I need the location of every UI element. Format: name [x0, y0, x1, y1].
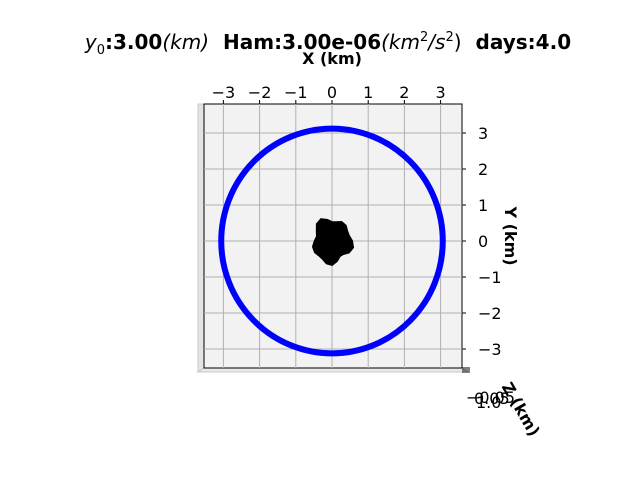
chart-title: y0:3.00(km) Ham:3.00e-06(km2/s2) days:4.0: [84, 30, 571, 58]
y-axis-label: Y (km): [501, 205, 520, 265]
y-tick-label: −3: [478, 340, 502, 359]
z-tick-label: 0.05: [474, 389, 510, 408]
y-tick-label: −2: [478, 304, 502, 323]
z-axis-label: Z (km): [498, 379, 544, 440]
orbit-trajectory: [218, 125, 446, 357]
z-tick-label: −0.05: [466, 388, 515, 407]
pane-left-wall: [197, 103, 205, 373]
x-tick-label: 2: [399, 83, 409, 102]
y-tick-label: 2: [478, 160, 488, 179]
z-axis-ticks: −0.050.051.0: [462, 367, 515, 412]
x-tick-label: −3: [212, 83, 236, 102]
y-tick-label: 3: [478, 124, 488, 143]
series-layer: [218, 125, 446, 357]
pane-bottom-wall: [196, 367, 470, 373]
x-axis-ticks: −3 −2 −1 0 1 2 3: [212, 83, 446, 104]
x-tick-label: 1: [363, 83, 373, 102]
x-tick-label: 0: [327, 83, 337, 102]
y-tick-label: −1: [478, 268, 502, 287]
y-tick-label: 1: [478, 196, 488, 215]
y-axis-ticks: −3 −2 −1 0 1 2 3: [462, 124, 502, 359]
central-body-trajectory: [311, 218, 355, 266]
x-tick-label: −2: [248, 83, 272, 102]
x-tick-label: 3: [436, 83, 446, 102]
y-tick-label: 0: [478, 232, 488, 251]
x-axis-label: X (km): [302, 49, 362, 68]
z-tick-label: 1.0: [476, 393, 501, 412]
x-tick-label: −1: [284, 83, 308, 102]
